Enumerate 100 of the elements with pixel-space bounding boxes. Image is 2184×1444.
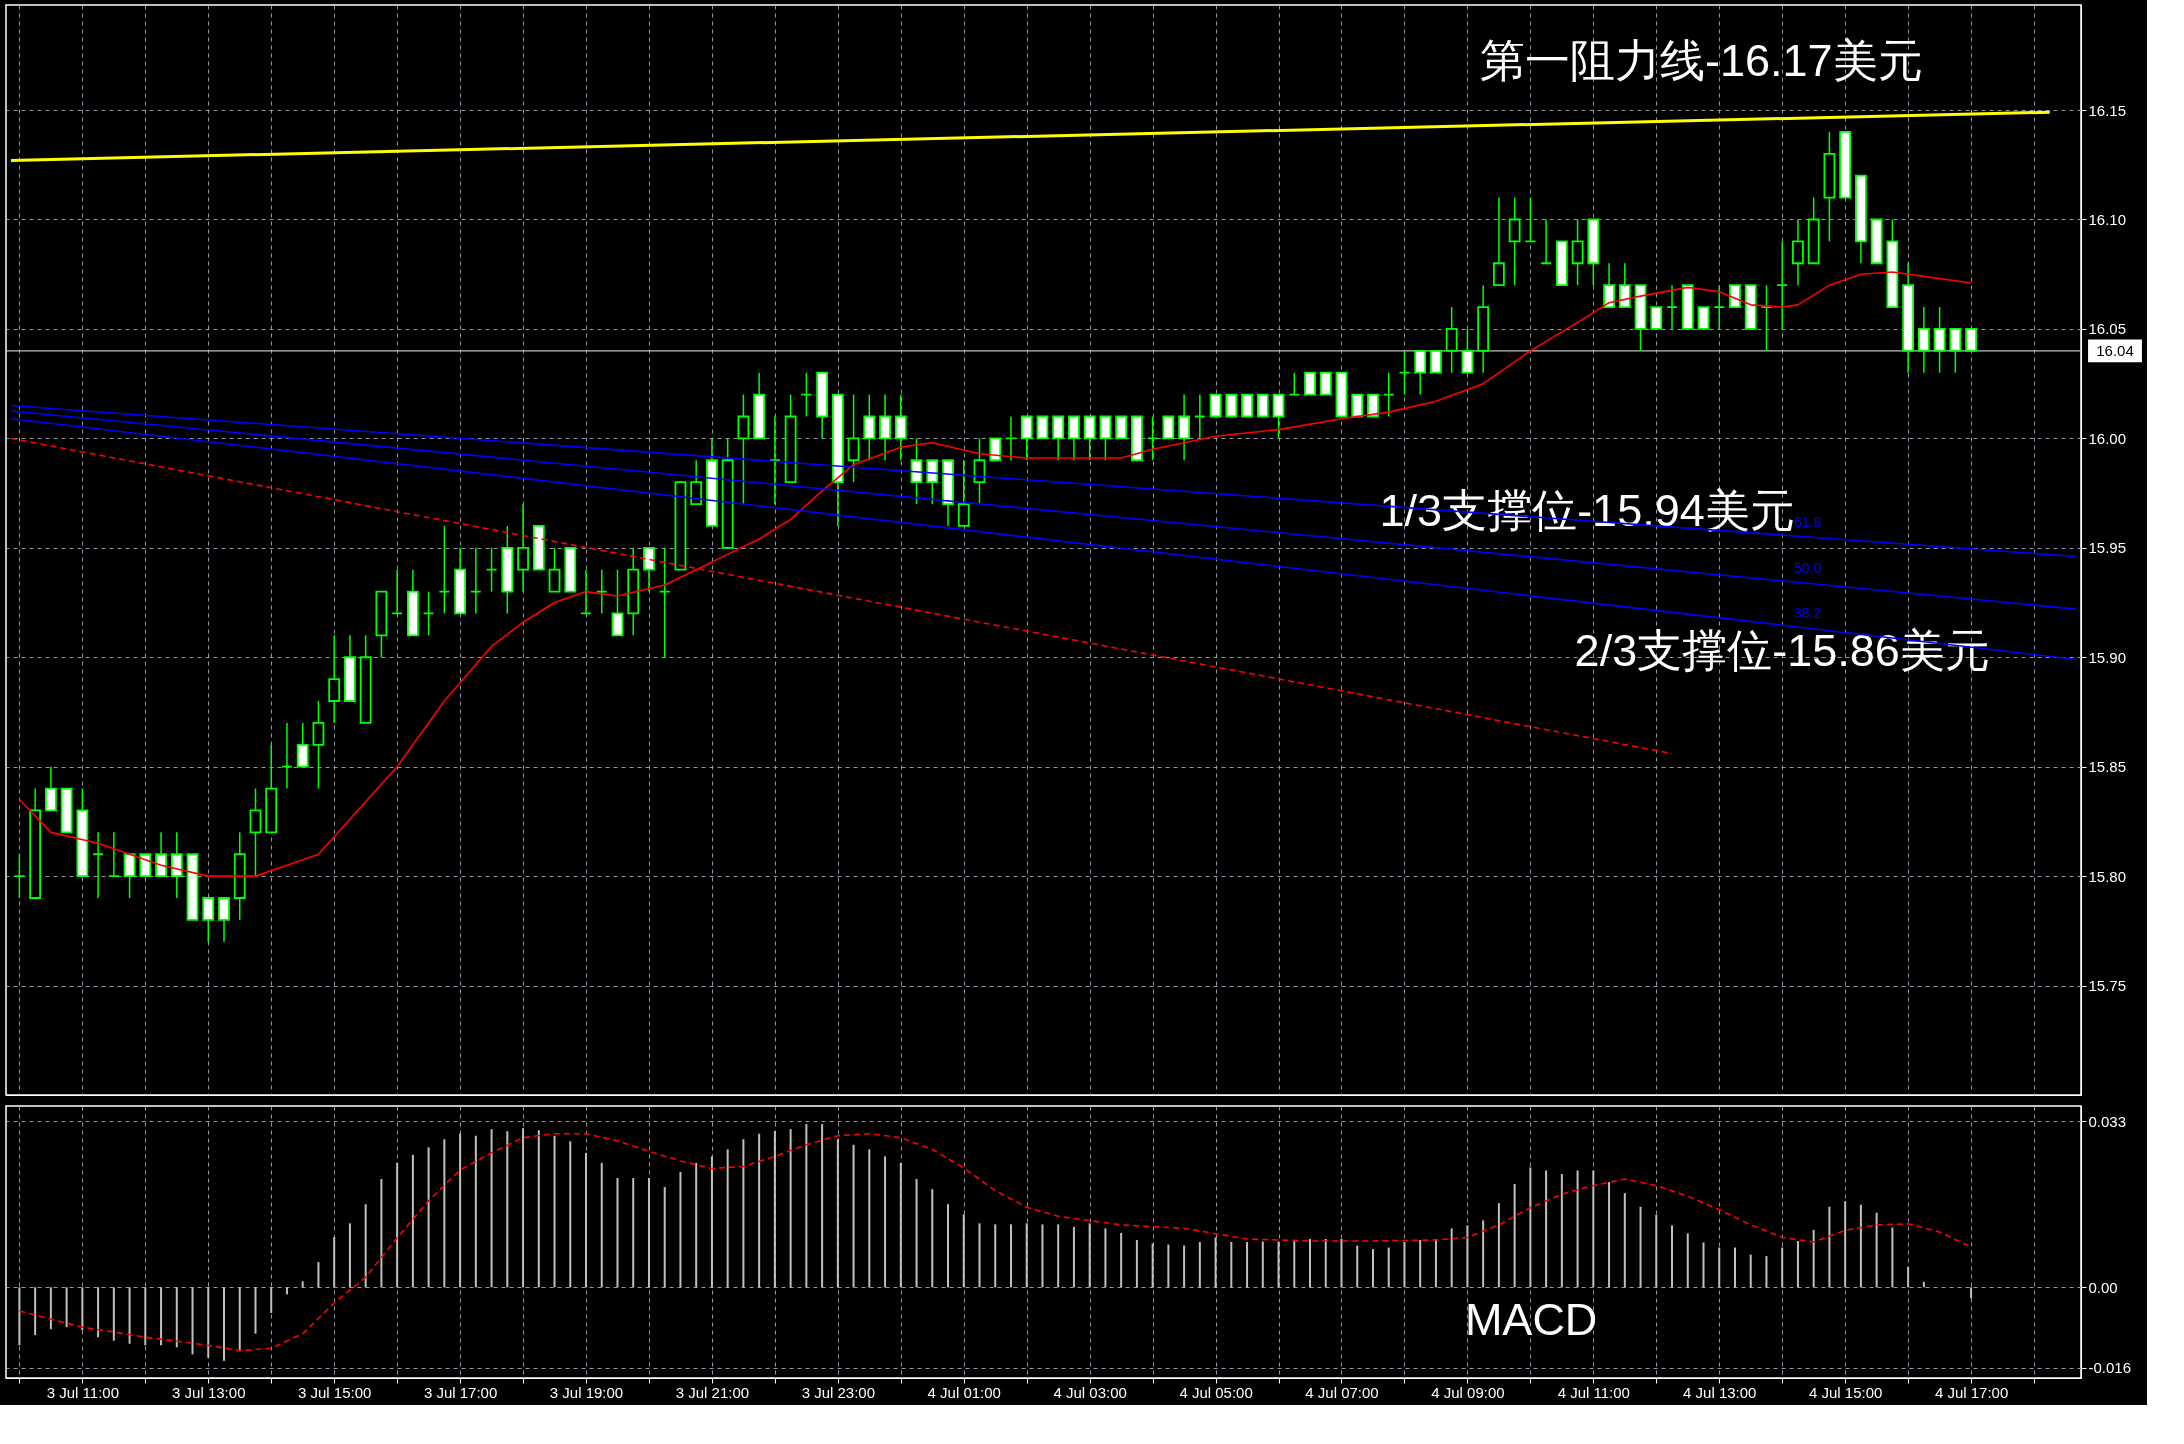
candlestick — [1508, 196, 1521, 286]
bar — [364, 1204, 367, 1288]
candlestick — [1713, 284, 1726, 330]
annotation: MACD — [1464, 1293, 1598, 1345]
candlestick — [1414, 349, 1427, 396]
bar — [301, 1281, 304, 1288]
candlestick — [469, 547, 482, 615]
ref-line-label: 16.04 — [2096, 341, 2134, 359]
candlestick — [690, 459, 703, 505]
candlestick — [1933, 306, 1946, 374]
candlestick — [13, 853, 26, 899]
bar — [1371, 1249, 1374, 1288]
y-tick-label: 15.90 — [2088, 648, 2127, 666]
bar — [506, 1131, 509, 1288]
candlestick — [1760, 284, 1773, 352]
candlestick — [249, 787, 262, 877]
y-tick-label: 16.10 — [2088, 211, 2127, 228]
bar — [1434, 1238, 1437, 1288]
candlestick — [1650, 306, 1663, 330]
candlestick — [1445, 306, 1458, 374]
bar — [1891, 1227, 1894, 1288]
bar — [1419, 1239, 1422, 1288]
bar — [600, 1162, 603, 1288]
x-tick-label: 4 Jul 05:00 — [1179, 1383, 1253, 1401]
candlestick — [218, 897, 230, 943]
candlestick — [485, 547, 498, 593]
bar — [396, 1162, 399, 1288]
candlestick — [1288, 371, 1301, 396]
candlestick — [1209, 393, 1222, 418]
candlestick — [737, 393, 750, 505]
candlestick — [658, 547, 671, 658]
candlestick — [1382, 371, 1395, 418]
x-tick-label: 3 Jul 13:00 — [172, 1383, 246, 1401]
bar — [160, 1287, 163, 1346]
bar — [679, 1171, 682, 1288]
bar — [1497, 1203, 1500, 1288]
bar — [65, 1287, 68, 1328]
x-tick-label: 4 Jul 07:00 — [1305, 1383, 1379, 1401]
candlestick — [44, 765, 57, 812]
bar — [1183, 1245, 1186, 1288]
candlestick — [1020, 415, 1033, 462]
bar — [1718, 1247, 1721, 1288]
y-tick-label: 0.033 — [2088, 1112, 2127, 1130]
candlestick — [1540, 218, 1553, 265]
bar — [585, 1152, 588, 1288]
bar — [1970, 1287, 1973, 1299]
bar — [285, 1287, 288, 1295]
bar — [899, 1162, 902, 1288]
candlestick — [281, 722, 293, 790]
bar — [915, 1179, 918, 1288]
candlestick — [1068, 415, 1080, 462]
bar — [758, 1133, 761, 1288]
bar — [1340, 1238, 1343, 1288]
bar — [191, 1287, 194, 1355]
bar — [1356, 1245, 1359, 1288]
bar — [112, 1287, 115, 1341]
candlestick — [1099, 415, 1112, 462]
bar — [1025, 1223, 1028, 1288]
bar — [1482, 1220, 1485, 1288]
y-tick-label: 15.85 — [2088, 758, 2127, 776]
candlestick — [438, 525, 451, 615]
bar — [1309, 1238, 1312, 1288]
candlestick — [580, 568, 592, 615]
candlestick — [1571, 218, 1584, 286]
bar — [1875, 1212, 1878, 1288]
candlestick — [517, 503, 529, 593]
bar — [726, 1149, 729, 1288]
bar — [710, 1156, 713, 1288]
bar — [1623, 1193, 1626, 1288]
bar — [537, 1130, 540, 1288]
bar — [1812, 1229, 1815, 1288]
bar — [1655, 1214, 1658, 1288]
bar — [1387, 1247, 1390, 1288]
bar — [1922, 1281, 1925, 1288]
x-tick-label: 3 Jul 23:00 — [801, 1383, 876, 1401]
bar — [317, 1262, 320, 1288]
candlestick — [1367, 393, 1379, 418]
bar — [1198, 1242, 1201, 1288]
bar — [931, 1189, 934, 1288]
candlestick — [1036, 415, 1049, 440]
candlestick — [328, 634, 341, 724]
bar — [1057, 1224, 1060, 1288]
bar — [994, 1224, 997, 1288]
bar — [947, 1204, 950, 1288]
y-tick-label: 15.95 — [2088, 539, 2127, 557]
x-tick-label: 4 Jul 09:00 — [1431, 1383, 1505, 1401]
bar — [1608, 1182, 1611, 1288]
bar — [1781, 1247, 1784, 1288]
y-tick-label: 15.80 — [2088, 867, 2127, 885]
series-label: 61.8 — [1793, 513, 1822, 530]
bar — [1907, 1266, 1910, 1288]
candlestick — [879, 393, 891, 462]
bar — [1167, 1244, 1170, 1288]
bar — [1072, 1226, 1075, 1288]
candlestick — [1241, 393, 1253, 418]
bar — [1009, 1224, 1012, 1288]
candlestick — [1666, 284, 1678, 330]
bar — [1686, 1233, 1689, 1288]
bar — [632, 1178, 635, 1288]
bar — [852, 1144, 855, 1288]
